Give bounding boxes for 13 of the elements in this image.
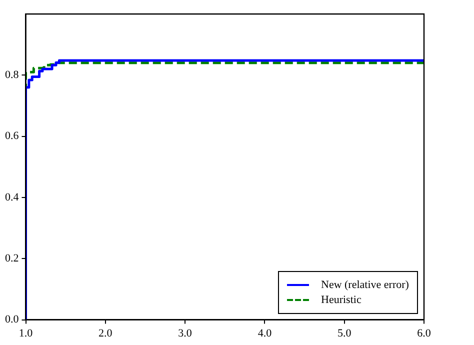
y-tick-label: 0.2: [5, 252, 19, 265]
x-tick-label: 2.0: [98, 327, 113, 340]
x-tick-label: 1.0: [18, 327, 34, 340]
y-tick-label: 0.4: [5, 191, 20, 204]
y-tick-label: 0.6: [5, 130, 20, 142]
x-tick-label: 5.0: [337, 327, 352, 340]
x-tick-label: 4.0: [258, 327, 272, 340]
y-tick-label: 0.8: [5, 69, 20, 82]
y-tick-label: 0.0: [5, 314, 20, 326]
legend-label: New (relative error): [321, 278, 409, 291]
x-tick-label: 6.0: [417, 327, 432, 340]
x-tick-label: 3.0: [178, 327, 192, 340]
legend-label: Heuristic: [321, 294, 362, 306]
